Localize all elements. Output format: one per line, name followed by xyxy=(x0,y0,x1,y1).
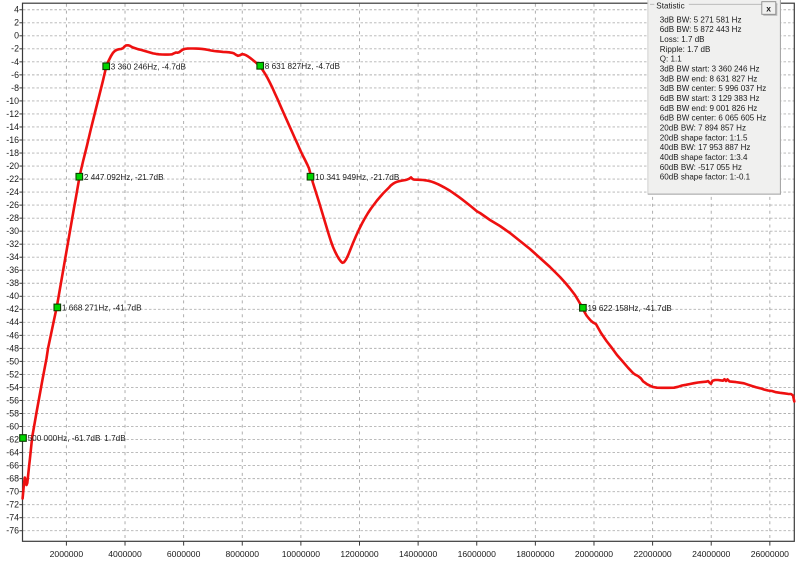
svg-text:6dB BW end: 9 001 826 Hz: 6dB BW end: 9 001 826 Hz xyxy=(660,104,758,113)
svg-text:-44: -44 xyxy=(6,317,19,327)
svg-text:-8: -8 xyxy=(11,83,19,93)
svg-text:40dB shape factor: 1:3.4: 40dB shape factor: 1:3.4 xyxy=(660,153,748,162)
svg-text:8 631 827Hz, -4.7dB: 8 631 827Hz, -4.7dB xyxy=(265,62,341,71)
svg-text:-64: -64 xyxy=(6,447,19,457)
svg-text:19 622 158Hz, -41.7dB: 19 622 158Hz, -41.7dB xyxy=(588,304,673,313)
svg-text:-6: -6 xyxy=(11,70,19,80)
svg-text:-62: -62 xyxy=(6,434,19,444)
svg-text:-22: -22 xyxy=(6,174,19,184)
svg-text:6000000: 6000000 xyxy=(167,549,201,559)
svg-text:3dB BW: 5 271 581 Hz: 3dB BW: 5 271 581 Hz xyxy=(660,15,742,24)
svg-text:-42: -42 xyxy=(6,304,19,314)
svg-text:Ripple: 1.7 dB: Ripple: 1.7 dB xyxy=(660,45,711,54)
svg-text:-26: -26 xyxy=(6,200,19,210)
svg-text:Statistic: Statistic xyxy=(656,1,684,10)
svg-text:-10: -10 xyxy=(6,96,19,106)
svg-text:20dB shape factor: 1:1.5: 20dB shape factor: 1:1.5 xyxy=(660,133,748,142)
svg-text:-76: -76 xyxy=(6,526,19,536)
svg-text:-52: -52 xyxy=(6,369,19,379)
svg-text:-36: -36 xyxy=(6,265,19,275)
svg-text:-54: -54 xyxy=(6,382,19,392)
svg-text:6dB BW center: 6 065 605 Hz: 6dB BW center: 6 065 605 Hz xyxy=(660,114,766,123)
svg-text:3dB BW end: 8 631 827 Hz: 3dB BW end: 8 631 827 Hz xyxy=(660,74,758,83)
svg-text:2: 2 xyxy=(14,18,19,28)
svg-text:60dB shape factor: 1:-0.1: 60dB shape factor: 1:-0.1 xyxy=(660,173,751,182)
svg-text:2000000: 2000000 xyxy=(50,549,84,559)
svg-text:-34: -34 xyxy=(6,252,19,262)
svg-text:18000000: 18000000 xyxy=(516,549,554,559)
svg-text:-18: -18 xyxy=(6,148,19,158)
svg-text:6dB BW start: 3 129 383 Hz: 6dB BW start: 3 129 383 Hz xyxy=(660,94,760,103)
svg-text:-40: -40 xyxy=(6,291,19,301)
svg-text:500 000Hz, -61.7dB: 500 000Hz, -61.7dB xyxy=(28,434,101,443)
svg-text:-70: -70 xyxy=(6,487,19,497)
svg-text:4: 4 xyxy=(14,5,19,15)
svg-text:-32: -32 xyxy=(6,239,19,249)
svg-text:12000000: 12000000 xyxy=(340,549,378,559)
svg-text:x: x xyxy=(766,3,771,13)
svg-text:-58: -58 xyxy=(6,408,19,418)
svg-text:-2: -2 xyxy=(11,44,19,54)
svg-text:Loss: 1.7 dB: Loss: 1.7 dB xyxy=(660,35,705,44)
svg-text:26000000: 26000000 xyxy=(751,549,789,559)
svg-text:-60: -60 xyxy=(6,421,19,431)
svg-text:-50: -50 xyxy=(6,356,19,366)
svg-text:3dB BW start: 3 360 246 Hz: 3dB BW start: 3 360 246 Hz xyxy=(660,65,760,74)
svg-text:20000000: 20000000 xyxy=(575,549,613,559)
svg-text:-20: -20 xyxy=(6,161,19,171)
svg-text:20dB BW: 7 894 857 Hz: 20dB BW: 7 894 857 Hz xyxy=(660,124,746,133)
svg-text:4000000: 4000000 xyxy=(108,549,142,559)
svg-text:22000000: 22000000 xyxy=(633,549,671,559)
svg-text:-4: -4 xyxy=(11,57,19,67)
svg-text:-56: -56 xyxy=(6,395,19,405)
svg-text:3dB BW center: 5 996 037 Hz: 3dB BW center: 5 996 037 Hz xyxy=(660,84,766,93)
svg-text:10 341 949Hz, -21.7dB: 10 341 949Hz, -21.7dB xyxy=(315,173,400,182)
svg-text:-66: -66 xyxy=(6,460,19,470)
svg-text:60dB BW: -517 055 Hz: 60dB BW: -517 055 Hz xyxy=(660,163,742,172)
svg-text:-24: -24 xyxy=(6,187,19,197)
svg-text:-68: -68 xyxy=(6,474,19,484)
svg-text:10000000: 10000000 xyxy=(282,549,320,559)
svg-text:40dB BW: 17 953 887 Hz: 40dB BW: 17 953 887 Hz xyxy=(660,143,751,152)
svg-text:-12: -12 xyxy=(6,109,19,119)
svg-text:16000000: 16000000 xyxy=(458,549,496,559)
svg-text:1.7dB: 1.7dB xyxy=(104,434,126,443)
svg-text:-14: -14 xyxy=(6,122,19,132)
svg-text:0: 0 xyxy=(14,31,19,41)
svg-text:6dB BW: 5 872 443 Hz: 6dB BW: 5 872 443 Hz xyxy=(660,25,742,34)
svg-text:-48: -48 xyxy=(6,343,19,353)
svg-text:-72: -72 xyxy=(6,500,19,510)
svg-text:-74: -74 xyxy=(6,513,19,523)
svg-text:24000000: 24000000 xyxy=(692,549,730,559)
svg-text:Q: 1.1: Q: 1.1 xyxy=(660,55,682,64)
svg-text:8000000: 8000000 xyxy=(226,549,260,559)
svg-text:-38: -38 xyxy=(6,278,19,288)
svg-text:-46: -46 xyxy=(6,330,19,340)
svg-text:-16: -16 xyxy=(6,135,19,145)
svg-text:1 668 271Hz, -41.7dB: 1 668 271Hz, -41.7dB xyxy=(62,304,142,313)
svg-text:2 447 092Hz, -21.7dB: 2 447 092Hz, -21.7dB xyxy=(84,173,164,182)
svg-text:3 360 246Hz, -4.7dB: 3 360 246Hz, -4.7dB xyxy=(111,62,187,71)
svg-text:-28: -28 xyxy=(6,213,19,223)
svg-text:-30: -30 xyxy=(6,226,19,236)
svg-text:14000000: 14000000 xyxy=(399,549,437,559)
